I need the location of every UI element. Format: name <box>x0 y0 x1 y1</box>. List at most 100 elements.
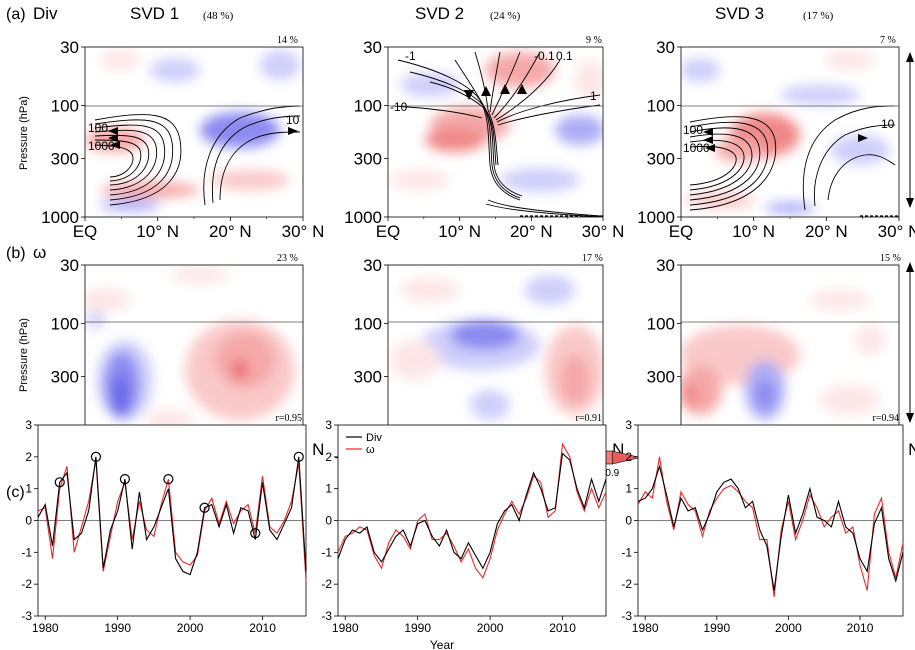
svd3-title: SVD 3 <box>715 4 765 23</box>
pressure-tick-label: 100 <box>354 96 382 115</box>
x-tick-label: 2000 <box>477 621 504 635</box>
latitude-tick-label: 30° N <box>582 222 625 241</box>
latitude-tick-label: EQ <box>376 222 401 241</box>
y-tick-label: 3 <box>25 418 32 432</box>
x-tick-label: 1990 <box>404 621 431 635</box>
pressure-tick-label: 300 <box>354 368 382 387</box>
svd2-percent: (24 %) <box>490 10 521 22</box>
pressure-tick-label: 300 <box>647 150 675 169</box>
pressure-tick-label: 100 <box>354 314 382 333</box>
legend-label: ω <box>366 444 375 456</box>
y-tick-label: 0 <box>25 514 32 528</box>
omega-svd1-map <box>85 265 303 435</box>
div-svd1-arrows <box>108 127 298 149</box>
svd1-percent: (48 %) <box>203 10 234 22</box>
svd3-percent: (17 %) <box>803 10 834 22</box>
y-tick-label: 3 <box>325 418 332 432</box>
row-variable-div: Div <box>33 4 58 23</box>
pressure-tick-label: 300 <box>354 150 382 169</box>
contour-label: -1 <box>405 49 416 63</box>
correlation-annotation: r=0.91 <box>576 413 602 424</box>
latitude-tick-label: 30° N <box>878 222 915 241</box>
legend-label: Div <box>366 432 382 444</box>
event-circle-marker <box>90 451 102 462</box>
event-circle-marker <box>54 477 65 488</box>
pressure-tick-label: 300 <box>647 368 675 387</box>
y-tick-label: -2 <box>321 577 332 591</box>
y-tick-label: -3 <box>621 609 632 623</box>
pressure-tick-label: 300 <box>51 368 79 387</box>
contour-label: 100 <box>683 123 703 137</box>
pressure-tick-label: 30 <box>60 256 79 275</box>
series-line-div <box>37 456 307 576</box>
event-circle-marker <box>119 474 131 485</box>
pressure-tick-label: 30 <box>363 256 382 275</box>
latitude-tick-label: EQ <box>73 222 98 241</box>
correlation-annotation: r=0.94 <box>873 413 899 424</box>
div-svd2-arrows <box>464 84 527 100</box>
latitude-tick-label: 20° N <box>209 222 252 241</box>
panel-a2-percent: 9 % <box>586 35 602 46</box>
x-tick-label: 1990 <box>703 621 730 635</box>
svd2-title: SVD 2 <box>415 4 465 23</box>
correlation-annotation: r=0.95 <box>276 413 302 424</box>
contour-label: -10 <box>390 100 408 114</box>
y-tick-label: -1 <box>321 545 332 559</box>
y-tick-label: -2 <box>621 577 632 591</box>
pressure-tick-label: 30 <box>656 256 675 275</box>
pressure-tick-label: 300 <box>51 150 79 169</box>
y-tick-label: 0 <box>625 514 632 528</box>
y-tick-label: -1 <box>621 545 632 559</box>
contour-label: 0.1 <box>556 49 573 63</box>
omega-svd2-map <box>388 265 603 435</box>
y-tick-label: -2 <box>21 577 32 591</box>
series-line-div <box>337 452 607 570</box>
div-svd2-contours <box>391 51 601 217</box>
contour-label: 100 <box>88 121 108 135</box>
x-tick-label: 2010 <box>249 621 276 635</box>
contour-label: 10 <box>881 117 895 131</box>
pressure-tick-label: 30 <box>656 38 675 57</box>
latitude-tick-label: 20° N <box>805 222 848 241</box>
y-tick-label: 0 <box>325 514 332 528</box>
x-tick-label: 2000 <box>775 621 802 635</box>
y-tick-label: 3 <box>625 418 632 432</box>
x-tick-label: 2000 <box>177 621 204 635</box>
latitude-tick-label: 20° N <box>510 222 553 241</box>
svd1-title: SVD 1 <box>130 4 180 23</box>
event-circle-marker <box>163 474 174 485</box>
event-circle-marker <box>293 451 304 462</box>
div-svd1-map <box>85 47 303 217</box>
panel-a3-percent: 7 % <box>880 35 896 46</box>
latitude-tick-label: 10° N <box>732 222 775 241</box>
pressure-tick-label: 30 <box>363 38 382 57</box>
x-tick-label: 1980 <box>332 621 359 635</box>
series-line-div <box>637 464 904 591</box>
latitude-tick-label: 10° N <box>136 222 179 241</box>
y-tick-label: -3 <box>21 609 32 623</box>
contour-label: 10 <box>286 113 300 127</box>
series-line-omega <box>337 442 607 579</box>
colorbar-swatch <box>611 450 641 465</box>
panel-label-a: (a) <box>6 6 26 23</box>
x-tick-label: 1990 <box>104 621 131 635</box>
pressure-tick-label: 30 <box>60 38 79 57</box>
contour-label: 1000 <box>683 141 710 155</box>
panel-b2-percent: 17 % <box>582 253 603 264</box>
latitude-tick-label: 30° N <box>282 222 325 241</box>
pressure-tick-label: 100 <box>51 96 79 115</box>
y-tick-label: -1 <box>21 545 32 559</box>
event-circle-marker <box>250 528 261 539</box>
latitude-tick-label: 10° N <box>438 222 481 241</box>
x-tick-label: 2010 <box>549 621 576 635</box>
div-svd3-arrows <box>703 128 868 152</box>
pressure-tick-label: 1000 <box>637 208 675 227</box>
panel-label-b: (b) <box>6 245 26 262</box>
omega-svd3-map <box>681 265 899 435</box>
y-tick-label: 1 <box>325 482 332 496</box>
